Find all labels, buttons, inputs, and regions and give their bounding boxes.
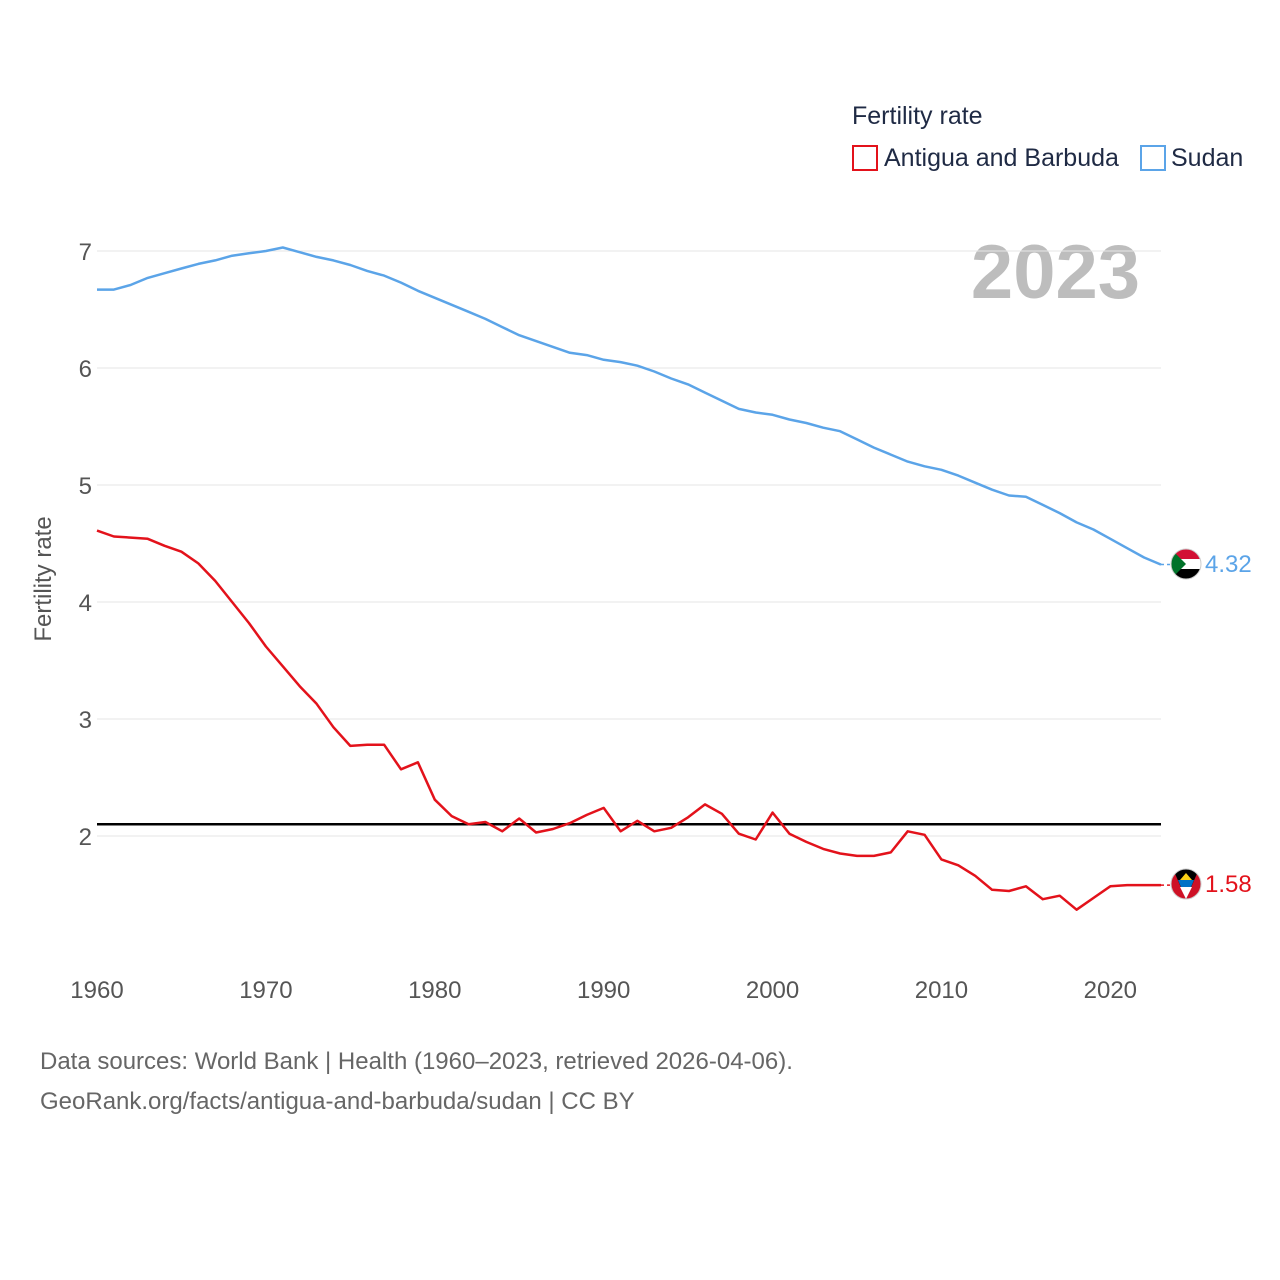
year-watermark: 2023 (971, 230, 1140, 315)
gridlines (97, 250, 1161, 837)
x-tick-label-1960: 1960 (70, 977, 123, 1004)
legend-swatch-sudan (1140, 145, 1166, 171)
tick-labels: 2 3 4 5 6 7 1960 1970 1980 1990 2000 2010 2020 (70, 239, 1137, 1004)
x-tick-label-2000: 2000 (746, 977, 799, 1004)
flag-sudan-icon (1170, 548, 1202, 580)
y-tick-label-5: 5 (79, 473, 92, 500)
series-lines (96, 246, 1171, 911)
flag-antigua-icon (1170, 868, 1202, 900)
legend-item-sudan[interactable]: Sudan (1140, 144, 1243, 172)
source-url-text[interactable]: GeoRank.org/facts/antigua-and-barbuda/su… (40, 1088, 635, 1115)
legend-swatch-antigua (852, 145, 878, 171)
x-tick-label-2020: 2020 (1084, 977, 1137, 1004)
y-tick-label-7: 7 (79, 239, 92, 266)
end-value-antigua: 1.58 (1205, 871, 1252, 898)
x-tick-label-1980: 1980 (408, 977, 461, 1004)
y-tick-label-4: 4 (79, 590, 92, 617)
y-tick-label-3: 3 (79, 707, 92, 734)
footer: Data sources: World Bank | Health (1960–… (40, 1042, 793, 1122)
y-tick-label-6: 6 (79, 356, 92, 383)
legend-label-antigua: Antigua and Barbuda (884, 144, 1119, 172)
legend-title: Fertility rate (852, 102, 983, 130)
x-tick-label-1970: 1970 (239, 977, 292, 1004)
data-source-text: Data sources: World Bank | Health (1960–… (40, 1048, 793, 1075)
x-tick-label-2010: 2010 (915, 977, 968, 1004)
series-line-antigua-and-barbuda[interactable] (96, 529, 1161, 911)
end-value-sudan: 4.32 (1205, 551, 1252, 578)
y-axis-title: Fertility rate (30, 516, 57, 641)
legend-label-sudan: Sudan (1171, 144, 1243, 172)
series-line-sudan[interactable] (97, 246, 1162, 566)
legend-item-antigua[interactable]: Antigua and Barbuda (852, 144, 1119, 172)
x-tick-label-1990: 1990 (577, 977, 630, 1004)
y-tick-label-2: 2 (79, 824, 92, 851)
